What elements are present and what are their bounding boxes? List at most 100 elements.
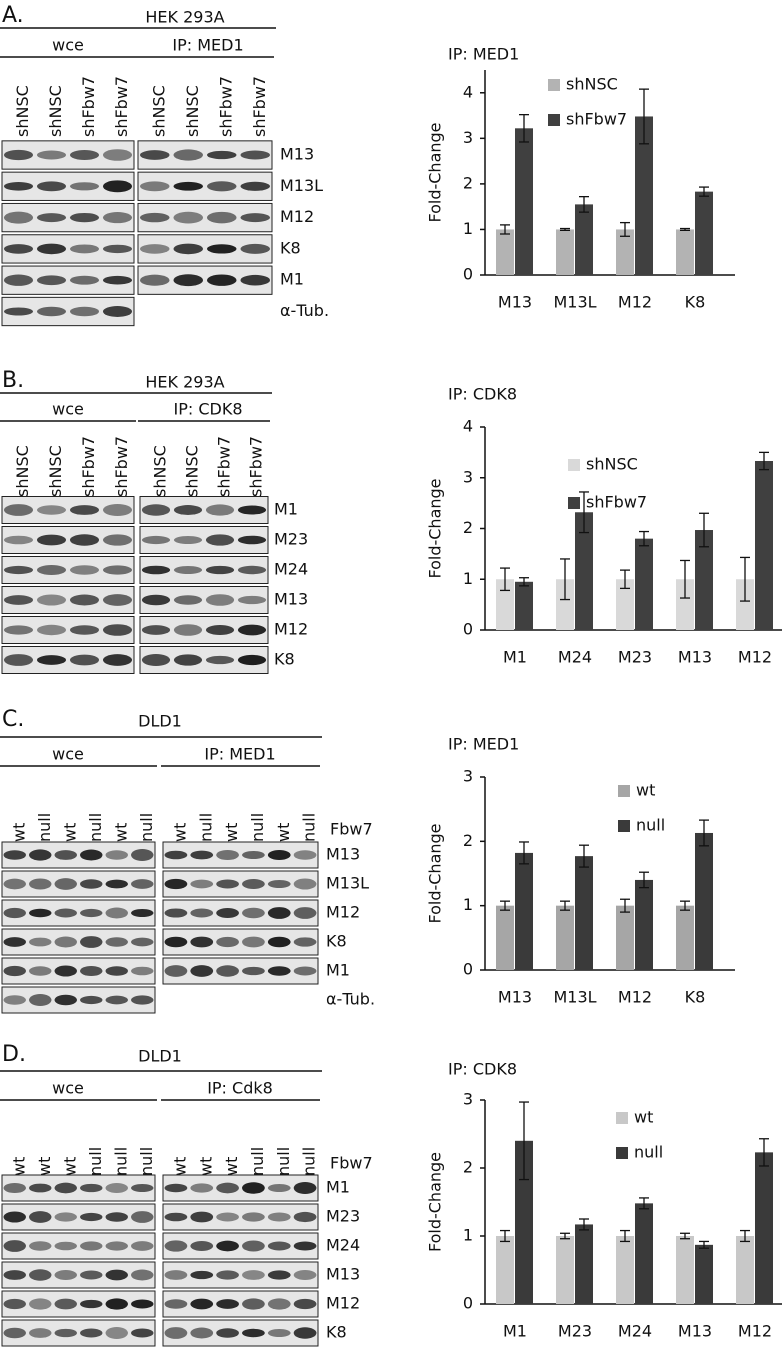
band [293, 878, 317, 890]
y-tick-label: 1 [463, 895, 473, 914]
blot-strip [162, 1174, 319, 1202]
x-tick-label: M13 [498, 293, 532, 312]
bar [496, 229, 514, 275]
band [3, 244, 34, 254]
band [205, 534, 235, 546]
lane-label: wt [274, 823, 293, 842]
bar [695, 832, 713, 970]
band [216, 1182, 239, 1194]
band [3, 654, 34, 666]
bar [575, 204, 593, 275]
x-tick-label: M13 [678, 1322, 712, 1341]
blot-strip [162, 870, 319, 898]
band [3, 850, 26, 860]
band [105, 1327, 128, 1339]
band [36, 655, 67, 665]
band [3, 965, 26, 977]
band [54, 1328, 77, 1338]
blot-strip [1, 1290, 156, 1318]
panel-label: A. [2, 3, 24, 28]
band [267, 1328, 291, 1338]
lane-label: null [274, 1147, 293, 1176]
legend-label: null [634, 1143, 663, 1162]
bar [575, 512, 593, 630]
band [80, 1212, 103, 1222]
bar [556, 905, 574, 970]
band [216, 1270, 239, 1280]
band [3, 995, 26, 1005]
bar [515, 1140, 533, 1304]
row-label: K8 [280, 238, 301, 257]
y-tick-label: 0 [463, 265, 473, 284]
band [216, 1240, 239, 1252]
band [105, 937, 128, 947]
chart-title: IP: CDK8 [448, 1060, 517, 1079]
band [190, 1211, 214, 1223]
band [190, 879, 214, 889]
condition-label: Fbw7 [330, 1154, 373, 1173]
band [141, 565, 171, 575]
band [69, 149, 100, 161]
band [293, 1327, 317, 1339]
lane-label: shFbw7 [250, 76, 269, 137]
band [54, 936, 77, 948]
bar [575, 1224, 593, 1304]
band [29, 849, 52, 861]
bar [556, 229, 574, 275]
bar [635, 116, 653, 275]
band [80, 936, 103, 948]
group-label: IP: MED1 [172, 36, 243, 55]
band [102, 654, 133, 666]
x-tick-label: M24 [618, 1322, 652, 1341]
y-tick-label: 3 [463, 467, 473, 486]
band [293, 850, 317, 860]
y-axis-label: Fold-Change [426, 478, 445, 578]
legend-swatch [618, 785, 630, 797]
group-label: IP: MED1 [204, 745, 275, 764]
blot-strip [162, 1261, 319, 1289]
band [267, 849, 291, 861]
band [237, 565, 267, 575]
band [216, 1212, 239, 1222]
band [105, 966, 128, 976]
bar [496, 579, 514, 630]
lane-label: null [248, 1147, 267, 1176]
x-tick-label: M1 [503, 1322, 527, 1341]
row-label: M12 [326, 903, 360, 922]
band [267, 1212, 291, 1222]
lane-label: null [35, 813, 54, 842]
band [242, 1212, 265, 1222]
band [216, 879, 239, 889]
bar [635, 1203, 653, 1304]
band [29, 966, 52, 976]
lane-label: shNSC [13, 445, 32, 497]
band [3, 907, 26, 919]
x-tick-label: M23 [618, 648, 652, 667]
bar [515, 581, 533, 630]
band [131, 1299, 154, 1309]
blot-strip [1, 1261, 156, 1289]
bar [616, 579, 634, 630]
band [140, 244, 170, 254]
chart-title: IP: CDK8 [448, 385, 517, 404]
band [131, 1211, 154, 1223]
band [242, 1240, 265, 1252]
band [54, 908, 77, 918]
band [102, 594, 133, 606]
band [164, 878, 188, 890]
band [131, 879, 154, 889]
band [29, 1269, 52, 1281]
band [105, 1183, 128, 1193]
band [207, 150, 237, 160]
band [105, 850, 128, 860]
band [237, 535, 267, 545]
band [80, 908, 103, 918]
band [205, 594, 235, 606]
row-label: M24 [274, 560, 308, 579]
band [69, 306, 100, 317]
band [131, 937, 154, 947]
band [190, 1298, 214, 1310]
band [140, 181, 170, 192]
lane-label: null [196, 813, 215, 842]
